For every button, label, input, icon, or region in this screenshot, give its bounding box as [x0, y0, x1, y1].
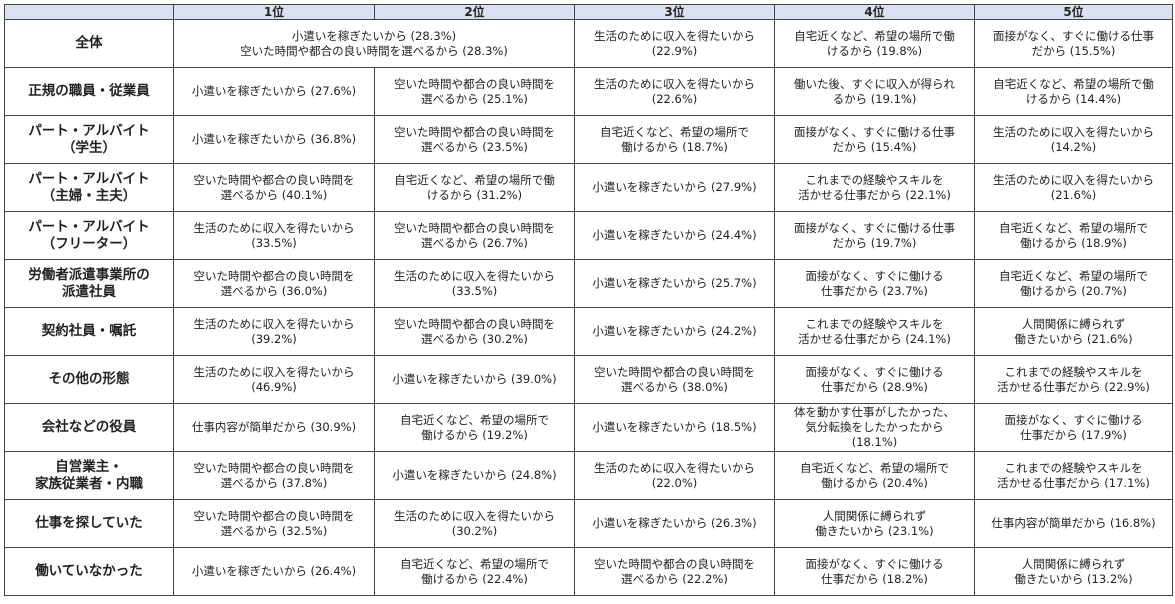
rank-cell-1: 空いた時間や都合の良い時間を 選べるから (40.1%) — [173, 163, 375, 212]
rank-cell-2: 小遣いを稼ぎたいから (24.8%) — [374, 451, 575, 500]
rank-cell-5: 自宅近くなど、希望の場所で 働けるから (18.9%) — [974, 211, 1173, 260]
rank-header-3: 3位 — [574, 4, 775, 20]
row-label: パート・アルバイト （学生） — [4, 115, 174, 164]
rank-cell-4: 面接がなく、すぐに働ける 仕事だから (28.9%) — [774, 355, 975, 404]
rank-cell-2: 自宅近くなど、希望の場所で 働けるから (22.4%) — [374, 547, 575, 596]
rank-cell-3: 自宅近くなど、希望の場所で 働けるから (18.7%) — [574, 115, 775, 164]
table-row: 仕事を探していた 空いた時間や都合の良い時間を 選べるから (32.5%) 生活のた… — [4, 499, 1173, 548]
table-row: 契約社員・嘱託 生活のために収入を得たいから (39.2%) 空いた時間や都合の良い… — [4, 307, 1173, 356]
rank-cell-4: 面接がなく、すぐに働ける仕事 だから (19.7%) — [774, 211, 975, 260]
rank-cell-5: 人間関係に縛られず 働きたいから (13.2%) — [974, 547, 1173, 596]
row-label: その他の形態 — [4, 355, 174, 404]
rank-cell-2: 空いた時間や都合の良い時間を 選べるから (25.1%) — [374, 67, 575, 116]
rank-cell-1: 空いた時間や都合の良い時間を 選べるから (37.8%) — [173, 451, 375, 500]
row-label: 全体 — [4, 19, 174, 68]
rank-cell-4: 自宅近くなど、希望の場所で働 けるから (19.8%) — [774, 19, 975, 68]
rank-header-5: 5位 — [974, 4, 1173, 20]
rank-cell-2: 空いた時間や都合の良い時間を 選べるから (26.7%) — [374, 211, 575, 260]
rank-cell-2: 生活のために収入を得たいから (33.5%) — [374, 259, 575, 308]
rank-cell-4: 人間関係に縛られず 働きたいから (23.1%) — [774, 499, 975, 548]
rank-cell-3: 空いた時間や都合の良い時間を 選べるから (22.2%) — [574, 547, 775, 596]
rank-header-4: 4位 — [774, 4, 975, 20]
rank-cell-3: 小遣いを稼ぎたいから (26.3%) — [574, 499, 775, 548]
row-label: 契約社員・嘱託 — [4, 307, 174, 356]
table-row: 正規の職員・従業員 小遣いを稼ぎたいから (27.6%) 空いた時間や都合の良い時間… — [4, 67, 1173, 116]
rank-cell-5: 生活のために収入を得たいから (14.2%) — [974, 115, 1173, 164]
rank-cell-3: 小遣いを稼ぎたいから (18.5%) — [574, 403, 775, 452]
rank-cell-3: 空いた時間や都合の良い時間を 選べるから (38.0%) — [574, 355, 775, 404]
rank-cell-1: 生活のために収入を得たいから (33.5%) — [173, 211, 375, 260]
table-row: パート・アルバイト （主婦・主夫） 空いた時間や都合の良い時間を 選べるから (4… — [4, 163, 1173, 212]
rank-cell-1: 生活のために収入を得たいから (39.2%) — [173, 307, 375, 356]
rank-cell-4: 面接がなく、すぐに働ける 仕事だから (18.2%) — [774, 547, 975, 596]
rank-cell-5: 面接がなく、すぐに働ける 仕事だから (17.9%) — [974, 403, 1173, 452]
rank-cell-4: 体を動かす仕事がしたかった、 気分転換をしたかったから (18.1%) — [774, 403, 975, 452]
rank-cell-3: 生活のために収入を得たいから (22.6%) — [574, 67, 775, 116]
table-row: パート・アルバイト （学生） 小遣いを稼ぎたいから (36.8%) 空いた時間や都合… — [4, 115, 1173, 164]
rank-cell-5: 生活のために収入を得たいから (21.6%) — [974, 163, 1173, 212]
rank-cell-1: 空いた時間や都合の良い時間を 選べるから (32.5%) — [173, 499, 375, 548]
table-row: 働いていなかった 小遣いを稼ぎたいから (26.4%) 自宅近くなど、希望の場所で … — [4, 547, 1173, 596]
rank-cell-2: 空いた時間や都合の良い時間を 選べるから (30.2%) — [374, 307, 575, 356]
rank-cell-5: 面接がなく、すぐに働ける仕事 だから (15.5%) — [974, 19, 1173, 68]
rank-cell-4: 面接がなく、すぐに働ける仕事 だから (15.4%) — [774, 115, 975, 164]
rank-cell-3: 生活のために収入を得たいから (22.9%) — [574, 19, 775, 68]
rank-cell-3: 小遣いを稼ぎたいから (24.4%) — [574, 211, 775, 260]
row-label: 正規の職員・従業員 — [4, 67, 174, 116]
rank-cell-1: 小遣いを稼ぎたいから (26.4%) — [173, 547, 375, 596]
rank-cell-5: これまでの経験やスキルを 活かせる仕事だから (22.9%) — [974, 355, 1173, 404]
table-row: 労働者派遣事業所の 派遣社員 空いた時間や都合の良い時間を 選べるから (36.0… — [4, 259, 1173, 308]
rank-cell-3: 小遣いを稼ぎたいから (24.2%) — [574, 307, 775, 356]
rank-cell-4: 自宅近くなど、希望の場所で 働けるから (20.4%) — [774, 451, 975, 500]
rank-cell-1: 仕事内容が簡単だから (30.9%) — [173, 403, 375, 452]
rank-cell-5: 自宅近くなど、希望の場所で 働けるから (20.7%) — [974, 259, 1173, 308]
rank-cell-4: これまでの経験やスキルを 活かせる仕事だから (22.1%) — [774, 163, 975, 212]
rank-cell-2: 生活のために収入を得たいから (30.2%) — [374, 499, 575, 548]
rank-cell-1: 空いた時間や都合の良い時間を 選べるから (36.0%) — [173, 259, 375, 308]
rank-cell-4: これまでの経験やスキルを 活かせる仕事だから (24.1%) — [774, 307, 975, 356]
rank-cell-2: 自宅近くなど、希望の場所で働 けるから (31.2%) — [374, 163, 575, 212]
rank-cell-3: 小遣いを稼ぎたいから (27.9%) — [574, 163, 775, 212]
rank-cell-2: 空いた時間や都合の良い時間を 選べるから (23.5%) — [374, 115, 575, 164]
header-row: 1位 2位 3位 4位 5位 — [4, 4, 1173, 20]
row-label: 会社などの役員 — [4, 403, 174, 452]
rank-cell-2: 小遣いを稼ぎたいから (39.0%) — [374, 355, 575, 404]
rank-header-2: 2位 — [374, 4, 575, 20]
table-row: パート・アルバイト （フリーター） 生活のために収入を得たいから (33.5%) 空… — [4, 211, 1173, 260]
row-label: 仕事を探していた — [4, 499, 174, 548]
rank-cell-1: 小遣いを稼ぎたいから (36.8%) — [173, 115, 375, 164]
rank-header-1: 1位 — [173, 4, 375, 20]
row-label: 自営業主・ 家族従業者・内職 — [4, 451, 174, 500]
rank-cell-2: 自宅近くなど、希望の場所で 働けるから (19.2%) — [374, 403, 575, 452]
table-row: その他の形態 生活のために収入を得たいから (46.9%) 小遣いを稼ぎたいから (… — [4, 355, 1173, 404]
corner-cell — [4, 4, 174, 20]
rank-cell-1: 生活のために収入を得たいから (46.9%) — [173, 355, 375, 404]
rank-cell-4: 面接がなく、すぐに働ける 仕事だから (23.7%) — [774, 259, 975, 308]
rank-cell-1: 小遣いを稼ぎたいから (27.6%) — [173, 67, 375, 116]
rank-cell-5: これまでの経験やスキルを 活かせる仕事だから (17.1%) — [974, 451, 1173, 500]
rank-cell-3: 小遣いを稼ぎたいから (25.7%) — [574, 259, 775, 308]
table-row: 会社などの役員 仕事内容が簡単だから (30.9%) 自宅近くなど、希望の場所で 働… — [4, 403, 1173, 452]
row-label: 働いていなかった — [4, 547, 174, 596]
row-label: 労働者派遣事業所の 派遣社員 — [4, 259, 174, 308]
table-row: 自営業主・ 家族従業者・内職 空いた時間や都合の良い時間を 選べるから (37.8… — [4, 451, 1173, 500]
rank-cell-5: 人間関係に縛られず 働きたいから (21.6%) — [974, 307, 1173, 356]
table-row: 全体 小遣いを稼ぎたいから (28.3%) 空いた時間や都合の良い時間を選べるから… — [4, 19, 1173, 68]
row-label: パート・アルバイト （主婦・主夫） — [4, 163, 174, 212]
rank-cell-5: 仕事内容が簡単だから (16.8%) — [974, 499, 1173, 548]
rank-cell-4: 働いた後、すぐに収入が得られ るから (19.1%) — [774, 67, 975, 116]
ranking-table: 1位 2位 3位 4位 5位 全体 小遣いを稼ぎたいから (28.3%) 空いた時… — [4, 4, 1173, 596]
rank-cell-3: 生活のために収入を得たいから (22.0%) — [574, 451, 775, 500]
rank-cell-1-2-merged: 小遣いを稼ぎたいから (28.3%) 空いた時間や都合の良い時間を選べるから (… — [173, 19, 575, 68]
rank-cell-5: 自宅近くなど、希望の場所で働 けるから (14.4%) — [974, 67, 1173, 116]
row-label: パート・アルバイト （フリーター） — [4, 211, 174, 260]
